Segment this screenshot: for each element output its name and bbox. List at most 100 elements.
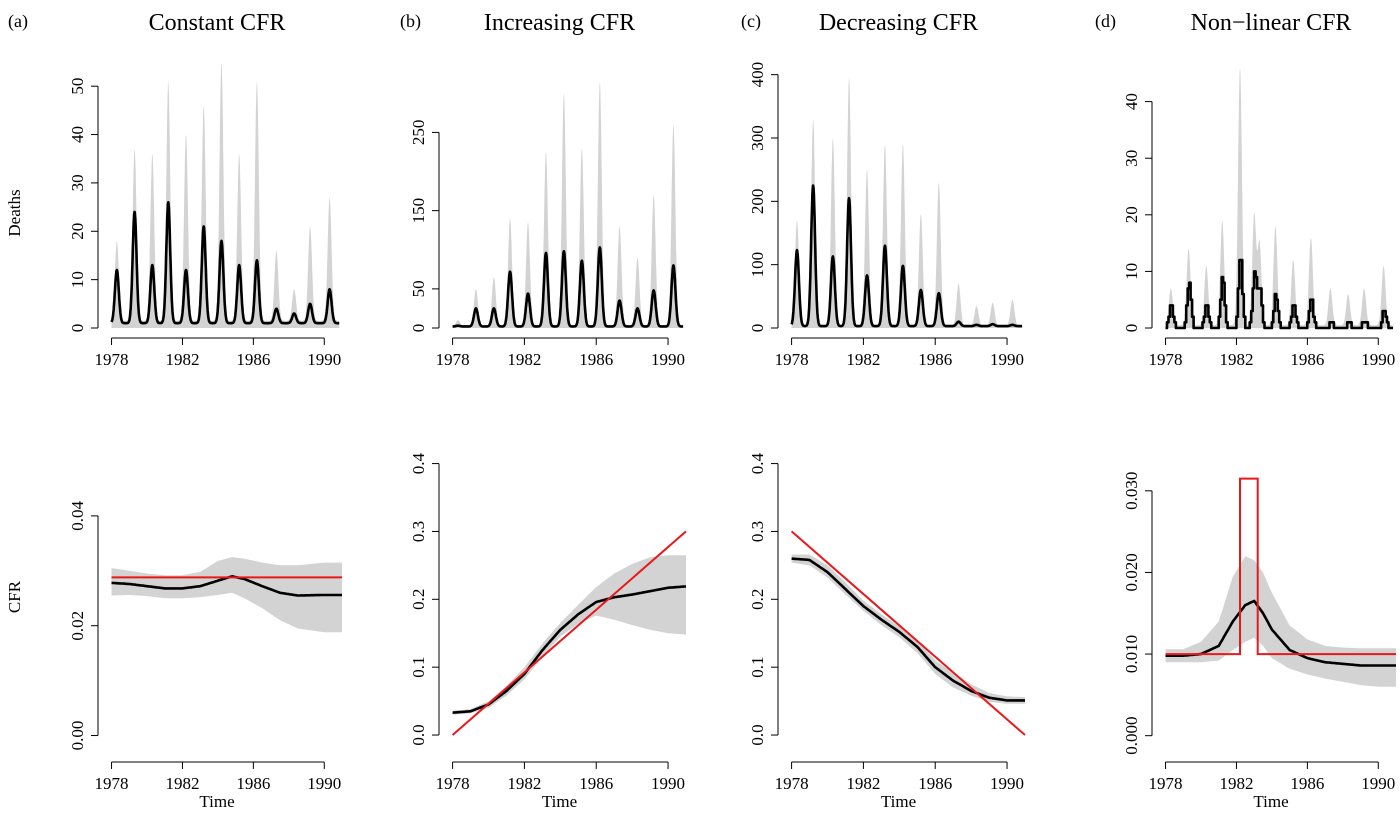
- panel-a: (a) Constant CFR 0 10 20 30 40 50 1978 1982 1986 19…: [8, 10, 343, 811]
- deaths-y-tick-label: 30: [68, 174, 87, 191]
- cfr-x-tick-label: 1978: [95, 774, 129, 793]
- deaths-x-tick-label: 1978: [436, 350, 470, 369]
- cfr-y-tick-label: 0.2: [748, 589, 767, 610]
- deaths-y-tick-label: 200: [748, 189, 767, 215]
- deaths-y-tick-label: 0: [68, 324, 87, 333]
- deaths-y-tick-label: 250: [409, 120, 428, 146]
- deaths-interval-band: [1165, 67, 1394, 328]
- cfr-x-tick-label: 1982: [846, 774, 880, 793]
- time-axis-label: Time: [542, 792, 577, 811]
- cfr-y-tick-label: 0.00: [68, 721, 87, 751]
- cfr-y-tick-label: 0.1: [409, 657, 428, 678]
- deaths-x-tick-label: 1982: [1219, 350, 1253, 369]
- panel-b: (b) Increasing CFR 0 50 150 250 1978 1982 1986 19…: [400, 10, 687, 811]
- cfr-x-tick-label: 1986: [918, 774, 952, 793]
- deaths-y-tick-label: 100: [748, 252, 767, 278]
- panel-title: Constant CFR: [149, 10, 286, 36]
- cfr-y-tick-label: 0.3: [748, 521, 767, 542]
- cfr-x-tick-label: 1978: [1149, 774, 1183, 793]
- deaths-x-tick-label: 1990: [651, 350, 685, 369]
- panel-title: Increasing CFR: [484, 10, 635, 36]
- cfr-x-tick-label: 1982: [165, 774, 199, 793]
- deaths-interval-band: [791, 77, 1023, 328]
- time-axis-label: Time: [1253, 792, 1288, 811]
- deaths-y-tick-label: 150: [409, 198, 428, 224]
- deaths-axis-label: Deaths: [5, 189, 24, 236]
- cfr-interval-band: [1165, 556, 1396, 687]
- cfr-true-line: [1165, 477, 1396, 656]
- cfr-plot: 0.00 0.02 0.04 1978 1982 1986 1990 Time: [68, 501, 343, 811]
- panels: (a) Constant CFR 0 10 20 30 40 50 1978 1982 1986 19…: [8, 10, 1397, 811]
- panel-title: Non−linear CFR: [1191, 10, 1352, 36]
- cfr-plot: 0.0 0.1 0.2 0.3 0.4 1978 1982 1986 1990 Time: [748, 452, 1026, 811]
- deaths-series-line: [1165, 258, 1393, 330]
- time-axis-label: Time: [199, 792, 234, 811]
- cfr-y-tick-label: 0.02: [68, 611, 87, 641]
- deaths-series-line: [451, 246, 685, 328]
- deaths-plot: 0 50 150 250 1978 1982 1986 1990: [409, 81, 685, 369]
- panel-title: Decreasing CFR: [819, 10, 978, 36]
- deaths-y-tick-label: 30: [1122, 150, 1141, 167]
- cfr-y-tick-label: 0.3: [409, 521, 428, 542]
- deaths-x-tick-label: 1990: [990, 350, 1024, 369]
- cfr-plot: 0.0 0.1 0.2 0.3 0.4 1978 1982 1986 1990 Time: [409, 452, 687, 811]
- panel-letter-label: (a): [8, 11, 28, 32]
- deaths-x-tick-label: 1986: [579, 350, 613, 369]
- deaths-y-tick-label: 0: [748, 324, 767, 333]
- deaths-plot: 0 10 20 30 40 50 1978 1982 1986 1990: [68, 62, 341, 369]
- deaths-y-tick-label: 0: [409, 324, 428, 333]
- panel-letter-label: (c): [741, 11, 761, 32]
- cfr-x-tick-label: 1978: [436, 774, 470, 793]
- deaths-y-tick-label: 50: [68, 78, 87, 95]
- deaths-x-tick-label: 1978: [775, 350, 809, 369]
- deaths-x-tick-label: 1982: [507, 350, 541, 369]
- cfr-x-tick-label: 1978: [775, 774, 809, 793]
- cfr-plot: 0.000 0.010 0.020 0.030 1978 1982 1986 1990 Time: [1122, 472, 1397, 811]
- deaths-x-tick-label: 1986: [236, 350, 270, 369]
- deaths-y-tick-label: 40: [68, 126, 87, 143]
- deaths-x-tick-label: 1990: [307, 350, 341, 369]
- deaths-x-tick-label: 1986: [1290, 350, 1324, 369]
- cfr-estimate-line: [791, 557, 1026, 702]
- deaths-x-tick-label: 1982: [846, 350, 880, 369]
- deaths-series-line: [790, 184, 1024, 328]
- deaths-y-tick-label: 20: [1122, 206, 1141, 223]
- cfr-x-tick-label: 1986: [236, 774, 270, 793]
- panel-letter-label: (d): [1095, 11, 1116, 32]
- cfr-interval-band: [791, 554, 1025, 704]
- deaths-plot: 0 10 20 30 40 1978 1982 1986 1990: [1122, 67, 1395, 369]
- time-axis-label: Time: [881, 792, 916, 811]
- cfr-y-tick-label: 0.4: [409, 452, 428, 474]
- deaths-y-tick-label: 20: [68, 223, 87, 240]
- panel-d: (d) Non−linear CFR 0 10 20 30 40 1978 1982 1986 19…: [1095, 10, 1397, 811]
- deaths-x-tick-label: 1978: [95, 350, 129, 369]
- cfr-interval-band: [111, 557, 342, 633]
- cfr-y-tick-label: 0.4: [748, 452, 767, 474]
- deaths-y-tick-label: 0: [1122, 324, 1141, 333]
- cfr-x-tick-label: 1990: [1361, 774, 1395, 793]
- cfr-x-tick-label: 1986: [579, 774, 613, 793]
- cfr-y-tick-label: 0.0: [748, 724, 767, 745]
- deaths-y-tick-label: 40: [1122, 93, 1141, 110]
- cfr-y-tick-label: 0.030: [1122, 472, 1141, 510]
- deaths-y-tick-label: 300: [748, 125, 767, 151]
- cfr-x-tick-label: 1990: [307, 774, 341, 793]
- cfr-y-tick-label: 0.000: [1122, 717, 1141, 755]
- cfr-x-tick-label: 1982: [1219, 774, 1253, 793]
- deaths-plot: 0 100 200 300 400 1978 1982 1986 1990: [748, 62, 1024, 369]
- deaths-y-tick-label: 400: [748, 62, 767, 88]
- cfr-y-tick-label: 0.020: [1122, 553, 1141, 591]
- cfr-axis-label: CFR: [5, 580, 24, 613]
- cfr-y-tick-label: 0.0: [409, 724, 428, 745]
- cfr-estimate-line: [1165, 599, 1397, 667]
- deaths-interval-band: [111, 62, 340, 328]
- cfr-true-line: [790, 530, 1026, 736]
- cfr-y-tick-label: 0.04: [68, 501, 87, 531]
- deaths-y-tick-label: 50: [409, 280, 428, 297]
- deaths-x-tick-label: 1982: [165, 350, 199, 369]
- cfr-true-line: [451, 530, 687, 736]
- cfr-x-tick-label: 1982: [507, 774, 541, 793]
- cfr-x-tick-label: 1990: [990, 774, 1024, 793]
- cfr-x-tick-label: 1990: [651, 774, 685, 793]
